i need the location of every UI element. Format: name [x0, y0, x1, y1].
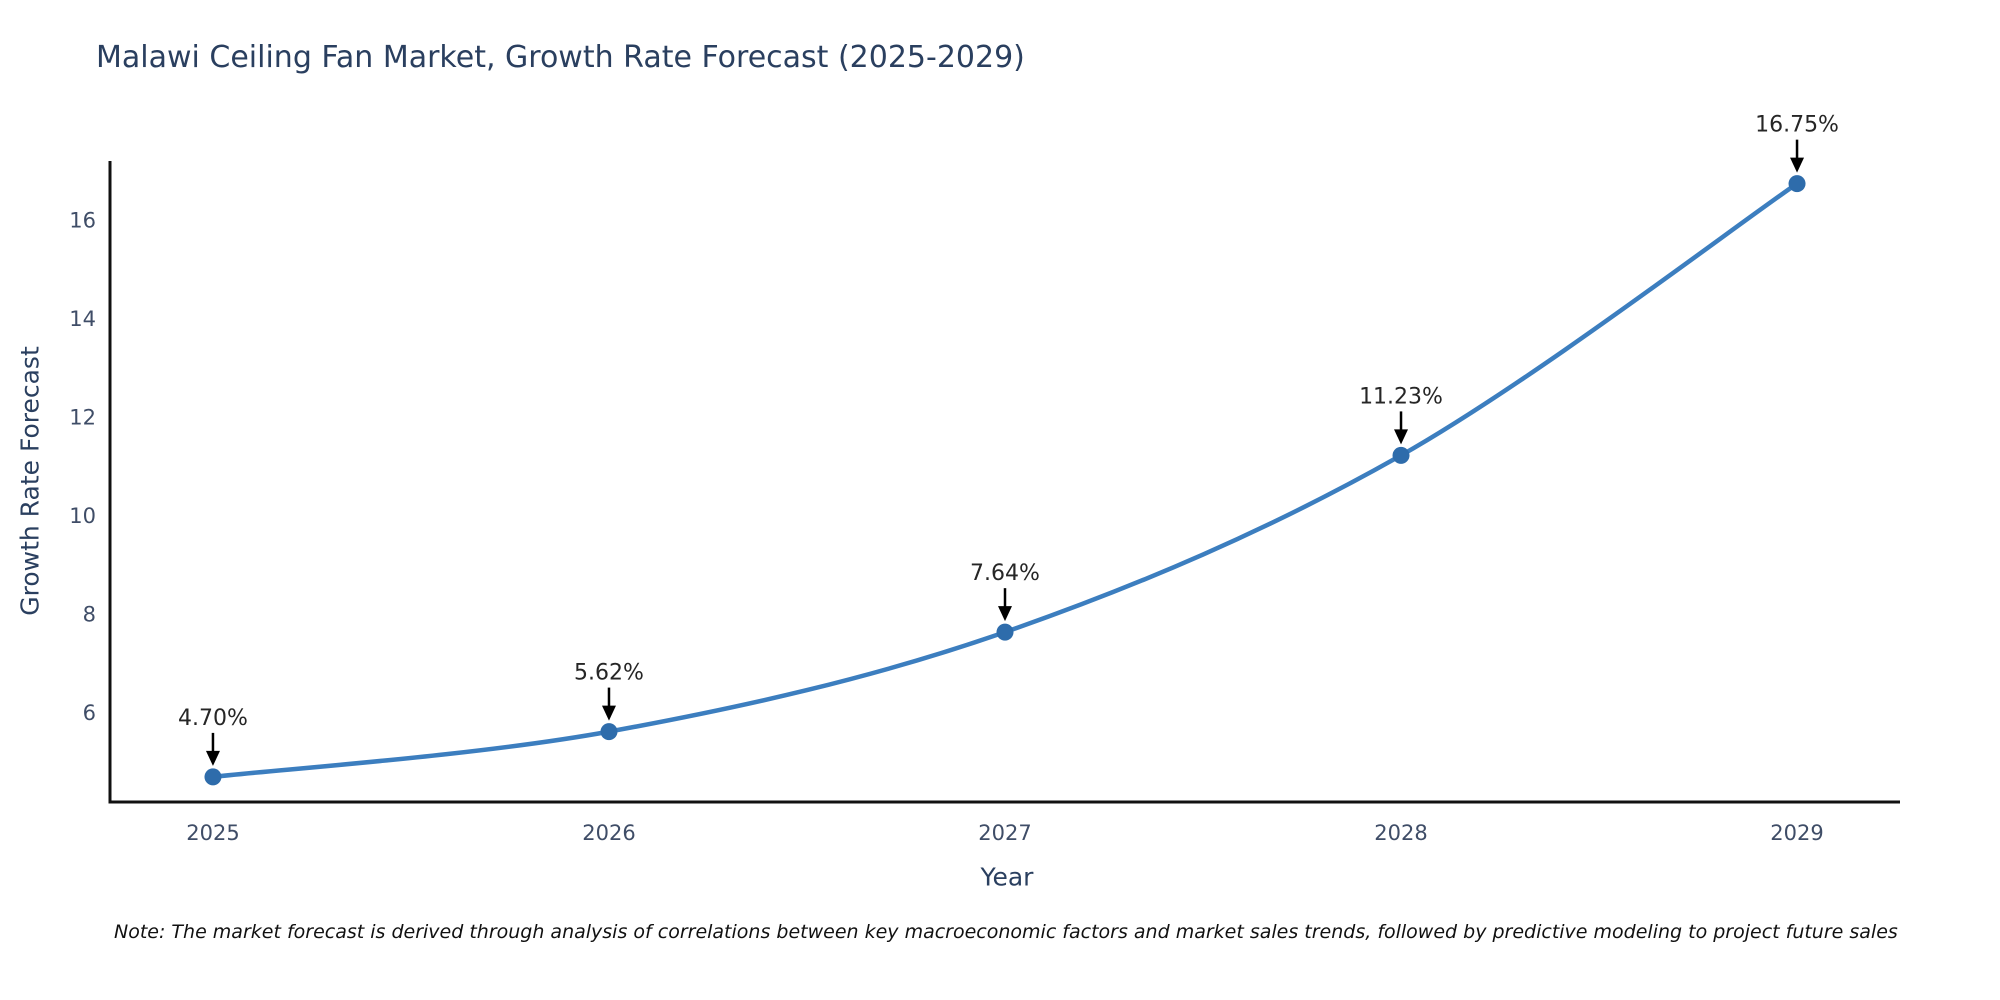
data-point-marker[interactable] — [204, 768, 222, 786]
y-tick-label: 14 — [69, 307, 96, 331]
data-point-marker[interactable] — [1788, 175, 1806, 193]
point-annotation-label: 4.70% — [178, 706, 248, 731]
footnote: Note: The market forecast is derived thr… — [114, 921, 1898, 943]
x-tick-label: 2027 — [978, 821, 1031, 845]
annotation-arrowhead-icon — [205, 750, 220, 766]
x-tick-label: 2028 — [1374, 821, 1427, 845]
x-tick-label: 2025 — [186, 821, 239, 845]
point-annotation-label: 5.62% — [574, 661, 644, 686]
series-line — [210, 181, 1800, 780]
point-annotation-label: 11.23% — [1359, 384, 1443, 409]
chart-title: Malawi Ceiling Fan Market, Growth Rate F… — [96, 40, 1025, 75]
data-point-marker[interactable] — [996, 623, 1014, 641]
annotation-arrowhead-icon — [998, 606, 1012, 622]
point-annotation-label: 7.64% — [970, 561, 1040, 586]
y-tick-label: 8 — [83, 602, 96, 626]
y-tick-label: 6 — [83, 701, 96, 725]
x-tick-label: 2029 — [1770, 821, 1823, 845]
y-tick-label: 10 — [69, 504, 96, 528]
annotation-arrowhead-icon — [601, 705, 616, 721]
data-point-marker[interactable] — [600, 723, 618, 741]
x-axis-title: Year — [980, 862, 1034, 892]
annotation-arrowhead-icon — [1790, 157, 1805, 173]
data-point-marker[interactable] — [1392, 446, 1410, 464]
annotation-arrowhead-icon — [1394, 429, 1409, 445]
y-tick-label: 16 — [69, 209, 96, 233]
axis-lines — [108, 161, 1900, 804]
y-tick-label: 12 — [69, 405, 96, 429]
point-annotation-label: 16.75% — [1755, 113, 1839, 138]
x-tick-label: 2026 — [582, 821, 635, 845]
